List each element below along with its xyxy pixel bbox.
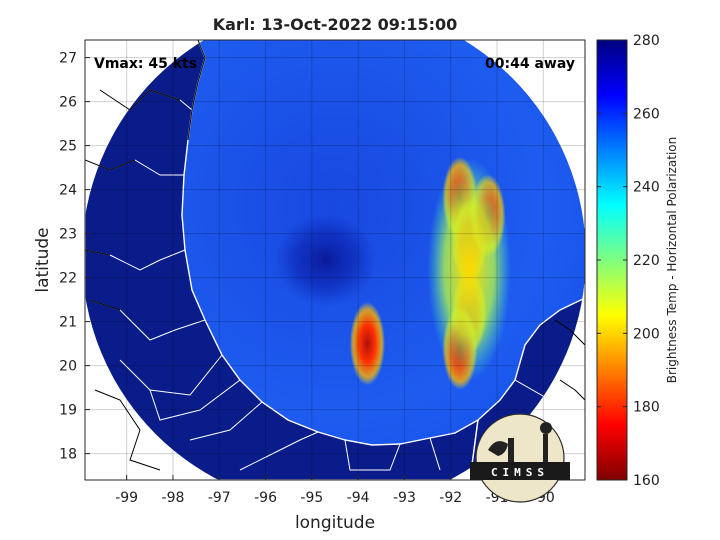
x-tick-label: -99 [115, 490, 138, 506]
y-tick-label: 26 [59, 95, 77, 111]
colorbar [596, 39, 628, 481]
logo-text: CIMSS [491, 466, 549, 479]
grid-lines [85, 40, 585, 480]
x-tick-label: -95 [300, 490, 323, 506]
colorbar-tick-label: 260 [633, 106, 660, 122]
x-tick-label: -94 [347, 490, 370, 506]
x-tick-label: -98 [162, 490, 185, 506]
colorbar-label: Brightness Temp - Horizontal Polarizatio… [665, 137, 679, 384]
convection-layer [274, 156, 511, 390]
x-tick-label: -93 [393, 490, 416, 506]
x-tick-label: -92 [439, 490, 462, 506]
vmax-annotation: Vmax: 45 kts [94, 56, 197, 72]
map-layer [85, 40, 585, 480]
cimss-logo: CIMSS [470, 413, 570, 503]
colorbar-ticks: 280 260 240 220 200 180 160 [597, 33, 660, 489]
y-tick-label: 24 [59, 183, 77, 199]
convection-feature [349, 301, 385, 386]
chart-title: Karl: 13-Oct-2022 09:15:00 [213, 15, 458, 34]
logo-watertower-tank-icon [540, 422, 552, 434]
colorbar-tick-label: 200 [633, 326, 660, 342]
outer-coastlines [85, 40, 585, 471]
logo-dish-icon [488, 441, 508, 456]
y-tick-label: 20 [59, 359, 77, 375]
convection-feature [274, 213, 377, 307]
logo-banner [470, 462, 570, 480]
x-tick-label: -96 [254, 490, 277, 506]
logo-watertower-icon [543, 434, 548, 462]
colorbar-tick-label: 180 [633, 400, 660, 416]
y-tick-label: 19 [59, 403, 77, 419]
colorbar-tick-label: 240 [633, 180, 660, 196]
y-axis-label: latitude [33, 227, 53, 292]
logo-tower-icon [508, 438, 514, 462]
colorbar-tick-label: 160 [633, 473, 660, 489]
y-tick-label: 27 [59, 51, 77, 67]
convection-feature [427, 157, 511, 380]
y-tick-label: 23 [59, 227, 77, 243]
colorbar-tick-label: 280 [633, 33, 660, 49]
y-tick-label: 22 [59, 271, 77, 287]
axes-box [84, 39, 586, 481]
y-tick-label: 18 [59, 447, 77, 463]
y-tick-label: 25 [59, 139, 77, 155]
y-tick-label: 21 [59, 315, 77, 331]
y-axis: 27 26 25 24 23 22 21 20 19 18 [59, 51, 90, 463]
x-tick-label: -97 [208, 490, 231, 506]
x-axis-label: longitude [295, 513, 375, 533]
colorbar-tick-label: 220 [633, 253, 660, 269]
time-away-annotation: 00:44 away [485, 56, 575, 72]
